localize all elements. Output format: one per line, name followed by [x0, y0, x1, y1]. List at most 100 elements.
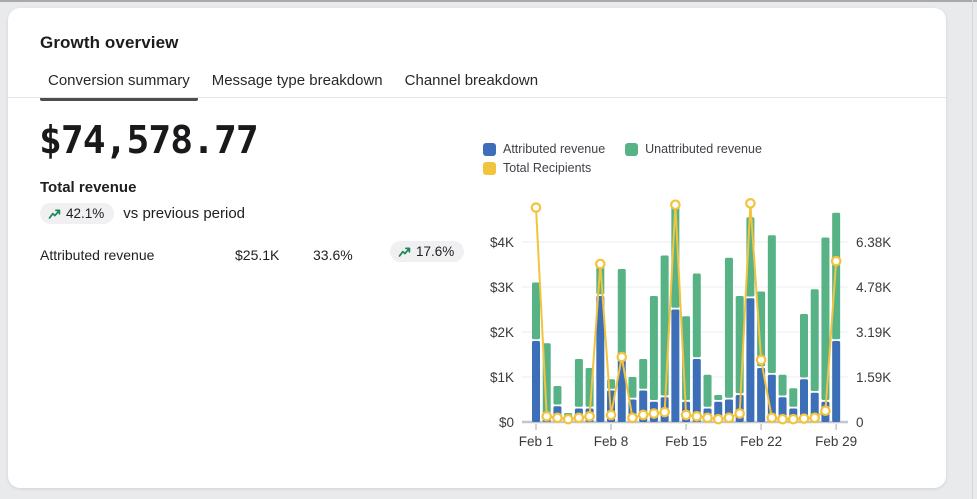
- bar-attributed: [671, 309, 680, 422]
- chart-legend: Attributed revenue Unattributed revenue To…: [483, 142, 762, 175]
- legend-label: Unattributed revenue: [645, 142, 762, 156]
- growth-overview-card: Growth overview Conversion summary Messa…: [8, 8, 946, 488]
- bar-unattributed: [789, 388, 798, 407]
- recipients-marker: [734, 408, 745, 419]
- bar-unattributed: [617, 269, 626, 358]
- tab-message-type-breakdown[interactable]: Message type breakdown: [211, 72, 383, 89]
- recipients-marker: [627, 412, 638, 424]
- change-suffix: vs previous period: [123, 205, 246, 222]
- tab-conversion-summary[interactable]: Conversion summary: [40, 70, 198, 101]
- recipients-marker: [712, 413, 724, 425]
- legend-label: Attributed revenue: [503, 142, 606, 156]
- x-axis-tick-label: Feb 1: [519, 434, 554, 449]
- recipients-marker: [787, 413, 799, 425]
- bar-unattributed: [692, 273, 701, 358]
- bar-unattributed: [757, 291, 766, 367]
- growth-chart: $0 0 $1K 1.59K $2K 3.19K $3K 4.78K $4K 6.38K Feb 1…: [470, 190, 946, 475]
- recipients-marker: [798, 413, 810, 424]
- legend-row: Total Recipients: [483, 161, 762, 175]
- window-top-edge: [0, 0, 977, 2]
- bar-unattributed: [628, 377, 637, 398]
- legend-label: Total Recipients: [503, 161, 592, 175]
- attributed-revenue-label: Attributed revenue: [40, 247, 155, 263]
- bar-unattributed: [639, 359, 648, 389]
- x-axis-tick-label: Feb 15: [665, 434, 707, 449]
- trending-up-icon: [48, 209, 61, 219]
- legend-item[interactable]: Total Recipients: [483, 161, 591, 175]
- recipients-marker: [755, 354, 767, 366]
- recipients-marker: [573, 412, 585, 424]
- x-axis-layer: Feb 1 Feb 8 Feb 15 Feb 22 Feb 29: [519, 424, 857, 449]
- recipients-marker: [595, 258, 606, 270]
- legend-row: Attributed revenue Unattributed revenue: [483, 142, 762, 156]
- bar-unattributed: [821, 237, 830, 400]
- legend-swatch: [483, 161, 496, 175]
- left-axis-tick-label: $1K: [490, 370, 514, 385]
- recipients-marker: [541, 411, 553, 422]
- bar-attributed: [596, 296, 605, 422]
- recipients-marker: [670, 199, 681, 211]
- bar-unattributed: [767, 235, 776, 373]
- bar-unattributed: [810, 289, 819, 391]
- recipients-marker: [809, 412, 821, 424]
- attributed-change-badge: 17.6%: [390, 241, 465, 262]
- recipients-marker: [605, 409, 617, 421]
- right-axis-tick-label: 4.78K: [856, 280, 891, 295]
- x-axis-tick-label: Feb 8: [594, 434, 629, 449]
- legend-item[interactable]: Unattributed revenue: [625, 142, 762, 156]
- recipients-marker: [702, 412, 713, 424]
- recipients-marker: [616, 351, 628, 363]
- tab-bar: Conversion summary Message type breakdow…: [40, 70, 539, 101]
- attributed-change-value: 17.6%: [416, 244, 455, 259]
- bar-attributed: [800, 379, 808, 422]
- bar-attributed: [617, 359, 626, 422]
- bar-unattributed: [649, 296, 658, 400]
- bar-unattributed: [574, 359, 583, 407]
- bar-attributed: [746, 298, 755, 422]
- page-title: Growth overview: [40, 33, 179, 52]
- recipients-marker: [637, 409, 649, 421]
- recipients-marker: [777, 413, 788, 425]
- legend-item[interactable]: Attributed revenue: [483, 142, 605, 156]
- bar-unattributed: [800, 314, 808, 378]
- attributed-revenue-share: 33.6%: [313, 247, 353, 263]
- legend-swatch: [483, 142, 496, 156]
- recipients-marker: [820, 405, 831, 417]
- recipients-marker: [648, 408, 660, 419]
- scrollbar-track-edge: [972, 0, 973, 499]
- recipients-marker: [659, 406, 670, 418]
- bar-attributed: [832, 341, 841, 422]
- total-revenue-value: $74,578.77: [39, 118, 259, 162]
- change-badge-value: 42.1%: [66, 206, 105, 221]
- right-axis-tick-label: 3.19K: [856, 325, 891, 340]
- recipients-marker: [723, 412, 735, 424]
- recipients-markers: [530, 198, 842, 425]
- tabs-divider: [8, 97, 946, 98]
- recipients-marker: [552, 412, 563, 424]
- recipients-marker: [530, 202, 542, 213]
- right-axis-tick-label: 1.59K: [856, 370, 891, 385]
- recipients-marker: [562, 413, 574, 425]
- bar-unattributed: [724, 257, 733, 398]
- total-revenue-label: Total revenue: [40, 179, 137, 196]
- period-change-row: 42.1% vs previous period: [40, 203, 245, 224]
- left-axis-tick-label: $3K: [490, 280, 514, 295]
- recipients-marker: [584, 411, 595, 422]
- left-axis-tick-label: $4K: [490, 235, 514, 250]
- bar-unattributed: [553, 386, 562, 405]
- recipients-marker: [680, 409, 692, 421]
- bar-unattributed: [532, 282, 540, 340]
- recipients-marker: [766, 412, 778, 424]
- bar-unattributed: [714, 395, 723, 400]
- trending-up-icon: [398, 247, 411, 257]
- bar-attributed: [532, 341, 540, 422]
- tab-channel-breakdown[interactable]: Channel breakdown: [404, 72, 539, 89]
- recipients-marker: [830, 255, 842, 267]
- bar-attributed: [757, 368, 766, 422]
- growth-chart-svg: $0 0 $1K 1.59K $2K 3.19K $3K 4.78K $4K 6.38K Feb 1…: [490, 198, 891, 449]
- bar-attributed: [692, 359, 701, 422]
- change-badge: 42.1%: [40, 203, 115, 224]
- left-axis-tick-label: $0: [499, 415, 514, 430]
- left-axis-tick-label: $2K: [490, 325, 514, 340]
